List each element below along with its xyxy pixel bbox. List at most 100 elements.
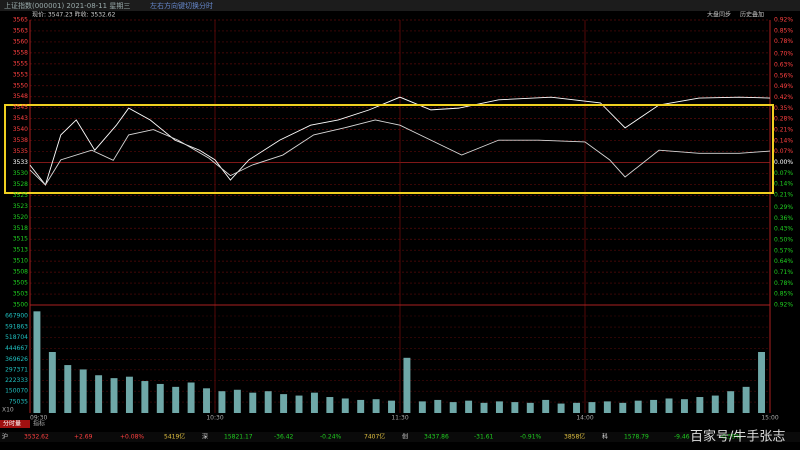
volume-bar [542, 399, 550, 413]
y2-tick-label: 0.00% [774, 159, 793, 166]
market: 沪 [2, 433, 8, 441]
volume-bar [388, 400, 395, 413]
y2-tick-label: 0.14% [774, 181, 793, 188]
amount: 3858亿 [564, 433, 585, 441]
x-tick-label: 10:30 [206, 415, 223, 422]
volume-bar [665, 398, 673, 413]
volume-tick-label: 667900 [5, 312, 28, 319]
y2-tick-label: 0.21% [774, 192, 793, 199]
button[interactable]: 大盘同步 [707, 11, 731, 19]
x-tick-label: 14:00 [576, 415, 593, 422]
y-tick-label: 3555 [13, 60, 28, 67]
volume-bar [511, 402, 519, 413]
y-tick-label: 3563 [13, 27, 28, 34]
volume-tick-label: 297371 [5, 366, 28, 373]
volume-bar [758, 351, 765, 413]
volume-bar [603, 401, 611, 413]
y2-tick-label: 0.21% [774, 126, 793, 133]
tab[interactable]: 分时量 [3, 420, 21, 428]
volume-bar [172, 386, 180, 413]
y2-tick-label: 0.50% [774, 236, 793, 243]
volume-bar [203, 388, 210, 413]
y-tick-label: 3515 [13, 236, 28, 243]
y-tick-label: 3538 [13, 137, 28, 144]
y2-tick-label: 0.78% [774, 38, 793, 45]
volume-tick-label: 369626 [5, 356, 28, 363]
volume-bar [742, 386, 750, 413]
y-tick-label: 3550 [13, 82, 28, 89]
y2-tick-label: 0.07% [774, 148, 793, 155]
y-tick-label: 3535 [13, 148, 28, 155]
volume-bar [48, 351, 56, 413]
change: -36.42 [274, 434, 294, 441]
volume-bar [711, 395, 719, 413]
volume-bar [557, 403, 565, 413]
y-tick-label: 3545 [13, 104, 28, 111]
volume-bar [727, 391, 735, 413]
tab[interactable]: 指标 [33, 420, 45, 428]
volume-bar [79, 369, 87, 413]
button[interactable]: 历史叠加 [740, 11, 764, 19]
y2-tick-label: 0.70% [774, 51, 793, 58]
y-tick-label: 3523 [13, 203, 28, 210]
y-tick-label: 3548 [13, 93, 28, 100]
volume-bar [218, 391, 226, 413]
volume-bar [295, 395, 303, 413]
volume-bar [619, 402, 627, 413]
y-tick-label: 3508 [13, 269, 28, 276]
pct: -0.59% [720, 434, 742, 441]
volume-tick-label: 591863 [5, 324, 28, 331]
volume-unit: X10 [2, 407, 14, 414]
volume-bar [187, 382, 195, 413]
title-bar [0, 0, 800, 11]
volume-bar [434, 399, 442, 413]
price-line [29, 119, 771, 186]
highlight-box [4, 104, 774, 194]
amount: 5419亿 [164, 433, 185, 441]
volume-tick-label: 75035 [9, 399, 28, 406]
volume-bar [33, 311, 41, 413]
y2-tick-label: 0.29% [774, 204, 793, 211]
y-tick-label: 3505 [13, 280, 28, 287]
y-tick-label: 3560 [13, 38, 28, 45]
volume-bar [95, 375, 103, 413]
pct: -0.91% [520, 434, 542, 441]
volume-bar [141, 381, 149, 413]
market: 创 [402, 433, 408, 441]
market: 科 [602, 433, 608, 441]
volume-bar [573, 402, 580, 413]
volume-bar [125, 376, 133, 413]
amount: 7407亿 [364, 433, 385, 441]
y-tick-label: 3513 [13, 247, 28, 254]
status-bar [0, 432, 800, 442]
y2-tick-label: 0.56% [774, 72, 793, 79]
price-line [29, 96, 771, 186]
y2-tick-label: 0.07% [774, 170, 793, 177]
volume-tick-label: 150070 [5, 388, 28, 395]
x-tick-label: 11:30 [391, 415, 408, 422]
volume-bar [449, 402, 457, 413]
y-tick-label: 3518 [13, 225, 28, 232]
y2-tick-label: 0.28% [774, 116, 793, 123]
market: 深 [202, 433, 208, 441]
volume-tick-label: 518704 [5, 334, 28, 341]
volume-bar [403, 357, 411, 413]
change: +2.69 [74, 434, 93, 441]
tab-bg[interactable] [0, 420, 30, 428]
volume-bar [588, 402, 596, 413]
volume-bar [526, 402, 534, 413]
y2-tick-label: 0.71% [774, 269, 793, 276]
y-tick-label: 3543 [13, 115, 28, 122]
volume-bar [249, 392, 257, 413]
y2-tick-label: 0.63% [774, 61, 793, 68]
pct: +0.08% [120, 434, 144, 441]
y2-tick-label: 0.64% [774, 258, 793, 265]
x-tick-label: 09:30 [30, 415, 47, 422]
info: 现价: 3547.23 昨收: 3532.62 [32, 11, 116, 19]
price: 3437.86 [424, 434, 449, 441]
volume-bar [233, 389, 241, 413]
y2-tick-label: 0.43% [774, 226, 793, 233]
volume-bar [310, 392, 318, 413]
